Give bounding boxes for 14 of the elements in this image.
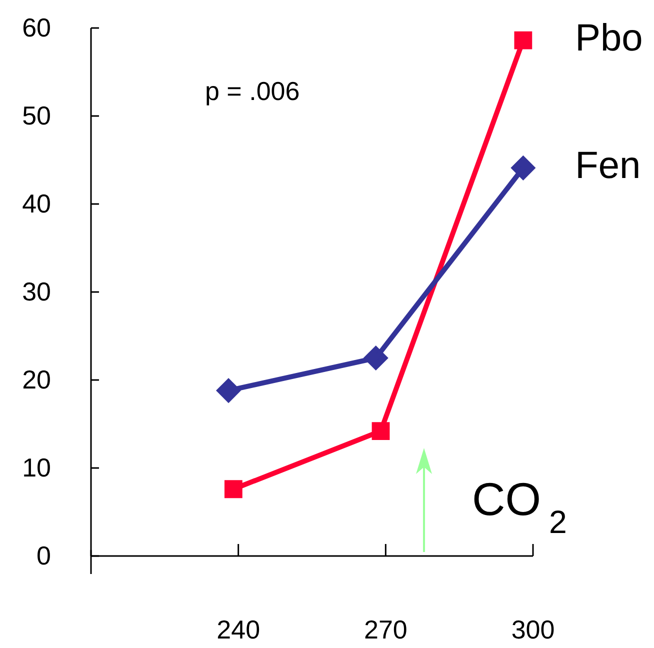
annotation: CO$_{2}$	[472, 473, 567, 540]
y-tick-label: 10	[22, 452, 51, 482]
y-tick-label: 60	[22, 12, 51, 42]
x-tick-label: 300	[511, 614, 555, 644]
y-tick-label: 0	[36, 540, 51, 570]
y-tick-label: 20	[22, 364, 51, 394]
y-tick-label: 50	[22, 100, 51, 130]
x-tick-label: 270	[364, 614, 408, 644]
x-tick-label: 240	[216, 614, 260, 644]
series-label: Fen	[575, 144, 641, 187]
annotation: p = .006	[205, 76, 300, 106]
series-label: Pbo	[575, 17, 643, 60]
y-tick-label: 30	[22, 276, 51, 306]
y-tick-label: 40	[22, 188, 51, 218]
